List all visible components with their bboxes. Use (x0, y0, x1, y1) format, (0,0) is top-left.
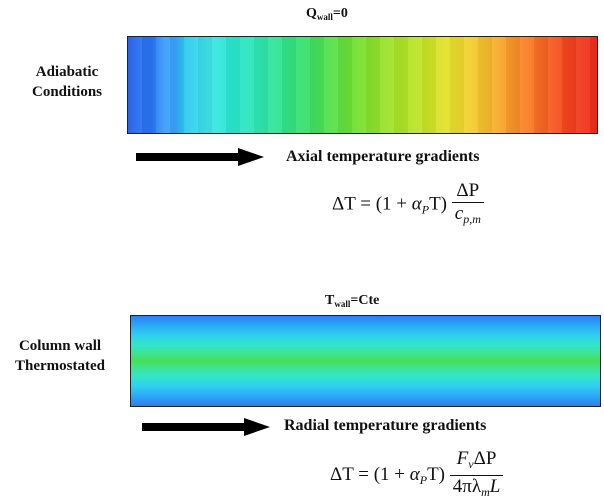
radial-eq-fraction: FvΔP 4πλmL (449, 448, 504, 503)
radial-equation: ΔT = (1 + αPT) FvΔP 4πλmL (330, 448, 504, 503)
wall-heat-flux-symbol: Q (306, 6, 317, 21)
adiabatic-column-axial-gradient (127, 36, 598, 134)
radial-eq-den-post: L (489, 476, 501, 497)
wall-heat-flux-label: Qwall=0 (306, 6, 348, 22)
adiabatic-label-line1: Adiabatic (35, 64, 99, 80)
radial-gradient-caption: Radial temperature gradients (284, 417, 487, 434)
wall-temperature-subscript: wall (334, 299, 351, 309)
axial-gradient-caption: Axial temperature gradients (286, 148, 480, 165)
axial-eq-den-symbol: c (454, 203, 464, 224)
axial-equation: ΔT = (1 + αPT) ΔP cp,m (332, 180, 484, 230)
wall-heat-flux-subscript: wall (316, 12, 333, 22)
radial-eq-after-alpha: T) (427, 463, 446, 485)
radial-eq-num-rest: ΔP (473, 448, 497, 469)
radial-eq-num-F: F (456, 448, 469, 469)
axial-eq-den-sub: p,m (463, 212, 481, 226)
axial-eq-alpha-sub: P (421, 202, 430, 217)
thermostated-label-line2: Thermostated (15, 358, 105, 374)
wall-heat-flux-value: =0 (332, 6, 348, 21)
radial-eq-lhs: ΔT = (1 + (330, 463, 410, 485)
radial-eq-alpha: α (409, 463, 420, 485)
radial-eq-num-F-sub: v (468, 457, 474, 471)
adiabatic-label-line2: Conditions (31, 84, 103, 100)
axial-eq-alpha: α (411, 193, 422, 215)
thermostated-wall-label: Column wall Thermostated (0, 336, 120, 376)
radial-arrow-icon (142, 418, 270, 436)
wall-temperature-value: =Cte (350, 293, 380, 308)
axial-eq-fraction: ΔP cp,m (451, 180, 484, 230)
radial-eq-numerator: FvΔP (449, 448, 504, 476)
wall-temperature-label: Twall=Cte (325, 293, 379, 309)
thermostated-column-radial-gradient (130, 315, 601, 407)
radial-eq-den-pre: 4πλ (452, 476, 482, 497)
axial-eq-after-alpha: T) (429, 193, 448, 215)
radial-eq-den-sub: m (481, 485, 490, 499)
wall-temperature-symbol: T (325, 293, 335, 308)
axial-arrow-icon (136, 148, 264, 166)
thermostated-label-line1: Column wall (18, 338, 102, 354)
radial-eq-alpha-sub: P (419, 472, 428, 487)
axial-eq-lhs: ΔT = (1 + (332, 193, 412, 215)
axial-eq-numerator: ΔP (451, 180, 484, 203)
axial-eq-denominator: cp,m (452, 203, 484, 230)
adiabatic-conditions-label: Adiabatic Conditions (12, 62, 122, 102)
radial-eq-denominator: 4πλmL (450, 476, 504, 503)
